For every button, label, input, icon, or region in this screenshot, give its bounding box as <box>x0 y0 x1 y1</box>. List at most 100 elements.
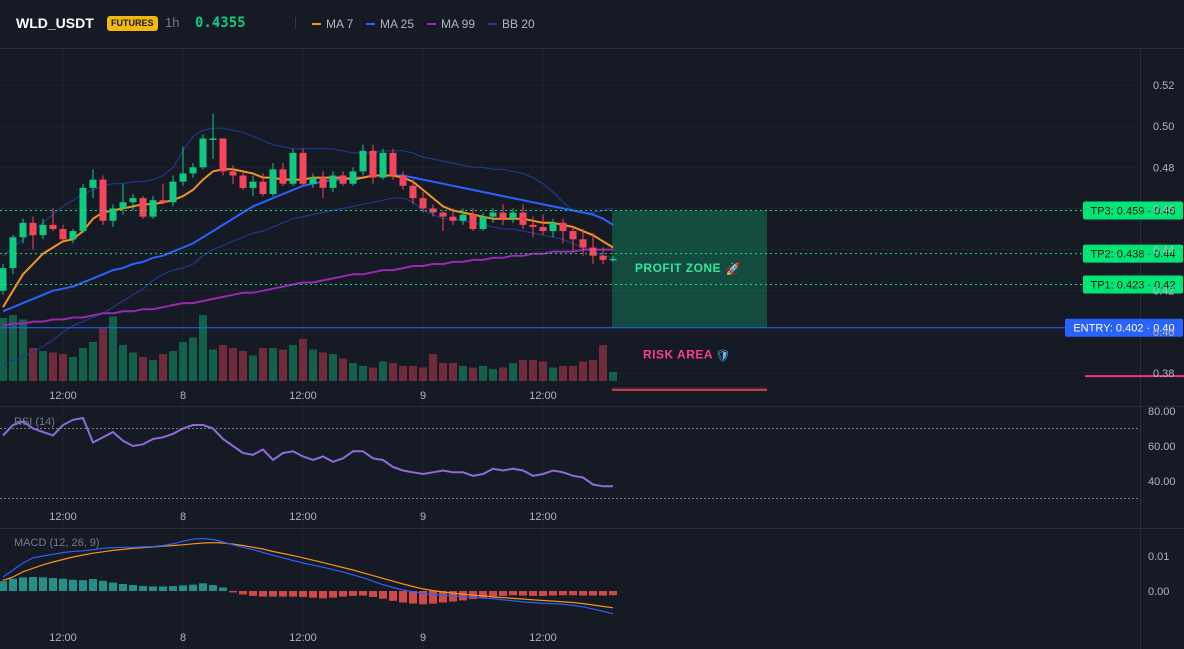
level-tag-text: TP2: 0.438 · 0.44 <box>1091 249 1176 261</box>
volume-bar <box>189 337 197 381</box>
candle-body <box>429 208 437 213</box>
tp-label: TP1: 0.423 · 0.42 <box>1083 275 1183 294</box>
time-tick-label: 12:00 <box>529 390 557 402</box>
volume-bar <box>599 345 607 381</box>
candle-body <box>69 231 77 240</box>
volume-bar <box>569 366 577 381</box>
level-tag-text: TP1: 0.423 · 0.42 <box>1091 280 1176 292</box>
volume-bar <box>259 348 267 381</box>
volume-bar <box>499 367 507 381</box>
legend-bb20[interactable]: BB 20 <box>488 16 535 32</box>
symbol-label[interactable]: WLD_USDT <box>16 15 94 31</box>
macd-title: MACD (12, 26, 9) <box>14 537 100 549</box>
macd-histogram-bar <box>269 591 277 597</box>
candle-body <box>439 212 447 217</box>
candle <box>159 183 167 205</box>
macd-histogram-bar <box>349 591 357 596</box>
candle-body <box>569 231 577 240</box>
macd-line <box>2 537 614 615</box>
macd-histogram-bar <box>329 591 337 598</box>
risk-zone-label: RISK AREA <box>643 347 713 361</box>
macd-histogram-bar <box>479 591 487 598</box>
chart-header: WLD_USDT FUTURES 1h 0.4355 MA 7 MA 25 MA… <box>0 0 1184 49</box>
volume-bar <box>589 360 597 381</box>
time-tick-label: 9 <box>420 632 426 644</box>
candle-body <box>339 175 347 184</box>
macd-histogram-bar <box>9 578 17 591</box>
candle-body <box>549 222 557 232</box>
candle <box>209 113 217 160</box>
macd-histogram-bar <box>359 591 367 596</box>
last-price: 0.4355 <box>195 15 246 31</box>
macd-histogram-bar <box>499 591 507 596</box>
volume-bar <box>309 349 317 381</box>
volume-bar <box>279 349 287 381</box>
candle <box>609 255 617 262</box>
volume-bar <box>109 316 117 381</box>
volume-bar <box>319 352 327 381</box>
volume-bar <box>469 367 477 381</box>
candle-body <box>389 152 397 176</box>
candlesticks[interactable] <box>0 113 617 295</box>
macd-histogram-bar <box>419 591 427 605</box>
interval-label[interactable]: 1h <box>165 15 180 30</box>
macd-pane[interactable]: MACD (12, 26, 9) <box>0 537 617 615</box>
legend-ma25[interactable]: MA 25 <box>366 16 414 32</box>
time-tick-label: 12:00 <box>289 511 317 523</box>
candle <box>529 216 537 238</box>
candle-body <box>129 198 137 203</box>
macd-histogram-bar <box>379 591 387 599</box>
candle-body <box>289 152 297 184</box>
macd-histogram-bar <box>369 591 377 597</box>
candle <box>229 165 237 184</box>
candle-body <box>299 152 307 184</box>
rsi-tick-label: 40.00 <box>1148 476 1176 488</box>
macd-histogram-bar <box>439 591 447 603</box>
candle <box>279 163 287 186</box>
volume-bar <box>79 348 87 381</box>
legend-swatch <box>427 22 436 25</box>
trade-levels: TP3: 0.459 · 0.46 TP2: 0.438 · 0.44 TP1: 0… <box>0 201 1184 378</box>
level-tag-text: ENTRY: 0.402 · 0.40 <box>1073 323 1174 335</box>
volume-bar <box>129 352 137 381</box>
candle-body <box>99 179 107 221</box>
macd-histogram-bar <box>519 591 527 596</box>
volume-bar <box>9 315 17 381</box>
volume-bar <box>529 360 537 381</box>
price-tick-label: 0.48 <box>1153 162 1174 174</box>
volume-bar <box>179 342 187 381</box>
volume-bar <box>159 354 167 381</box>
candle <box>299 148 307 186</box>
macd-histogram-bar <box>0 581 7 591</box>
profit-zone <box>612 210 767 328</box>
candle <box>419 191 427 213</box>
candle-body <box>109 208 117 221</box>
volume-bar <box>289 345 297 381</box>
candle <box>269 163 277 197</box>
candle <box>179 146 187 186</box>
futures-badge: FUTURES <box>107 16 158 31</box>
candle-body <box>219 138 227 172</box>
macd-histogram-bar <box>279 591 287 597</box>
legend-ma7[interactable]: MA 7 <box>312 16 353 32</box>
candle <box>289 148 297 186</box>
candle-body <box>149 200 157 217</box>
macd-histogram-bar <box>39 577 47 591</box>
candle-body <box>179 173 187 182</box>
volume-bar <box>439 363 447 381</box>
legend-ma99[interactable]: MA 99 <box>427 16 475 32</box>
candle-body <box>599 255 607 260</box>
rsi-tick-label: 60.00 <box>1148 441 1176 453</box>
macd-signal-line <box>2 542 614 609</box>
macd-histogram-bar <box>249 591 257 596</box>
volume-bar <box>389 363 397 381</box>
rsi-pane[interactable]: RSI (14) <box>0 416 1140 499</box>
candle-body <box>309 177 317 184</box>
candle <box>329 171 337 192</box>
candle <box>259 173 267 197</box>
macd-histogram-bar <box>549 591 557 596</box>
bollinger-bands <box>2 127 614 366</box>
macd-histogram-bar <box>129 585 137 591</box>
tp-label: TP2: 0.438 · 0.44 <box>1083 244 1183 263</box>
